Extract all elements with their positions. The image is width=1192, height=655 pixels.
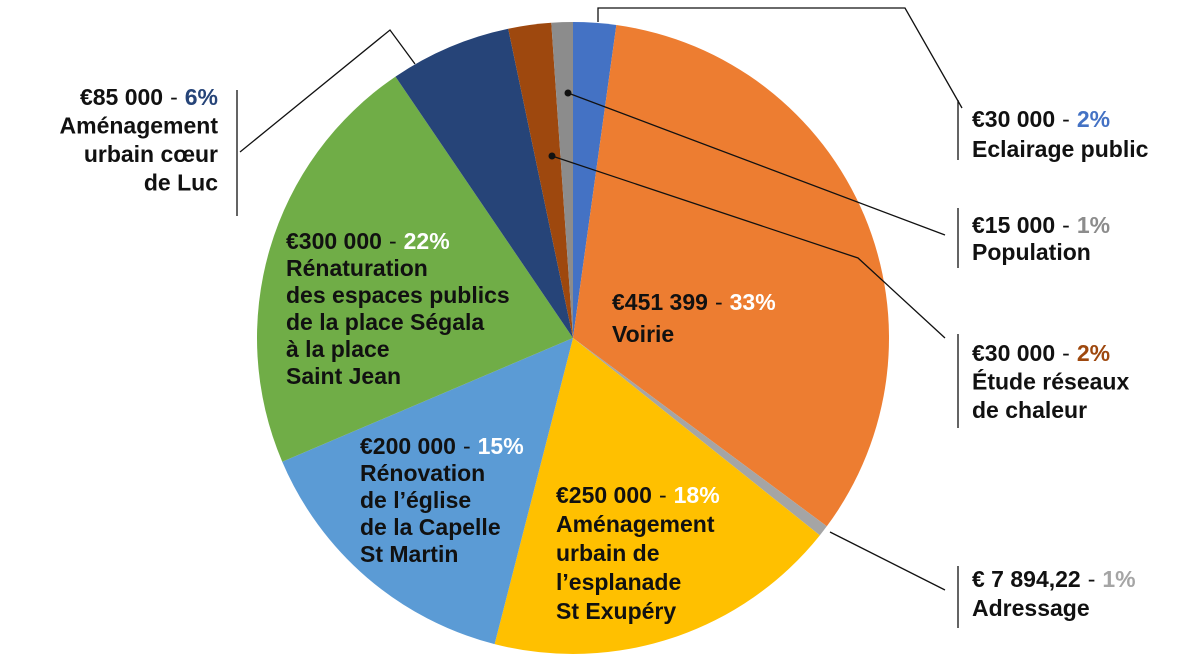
amount-label: €250 000 [556,482,652,508]
category-label: de la Capelle [360,514,501,540]
amount-label: €200 000 [360,433,456,459]
slice-label-header: €85 000-6% [80,84,218,110]
leader-line [239,29,416,153]
slice-label-header: €30 000-2% [972,340,1110,366]
leader-line [551,155,946,339]
category-label: Voirie [612,321,674,347]
pie-slice [494,338,820,655]
percent-label: 2% [1077,106,1110,132]
slice-label-header: €300 000-22% [286,228,450,254]
separator: - [463,433,471,459]
category-label: Rénaturation [286,255,428,281]
category-label: Étude réseaux [972,368,1129,395]
pie-slice [282,338,573,645]
separator: - [389,228,397,254]
slice-label-header: €200 000-15% [360,433,524,459]
slice-label-header: €250 000-18% [556,482,720,508]
pie-slice [508,22,573,338]
pie-slice [257,76,573,462]
slice-label-header: € 7 894,22-1% [972,566,1136,592]
pie-slice [573,338,827,536]
pie-slice [573,24,889,527]
category-label: Eclairage public [972,136,1149,162]
amount-label: €30 000 [972,340,1055,366]
percent-label: 22% [404,228,450,254]
category-label: de Luc [144,170,218,196]
category-label: urbain de [556,540,660,566]
separator: - [1062,212,1070,238]
percent-label: 15% [478,433,524,459]
category-label: urbain cœur [84,141,218,167]
amount-label: € 7 894,22 [972,566,1081,592]
amount-label: €300 000 [286,228,382,254]
category-label: Aménagement [60,113,219,139]
leader-line [597,7,963,109]
category-label: l’esplanade [556,569,681,595]
percent-label: 2% [1077,340,1110,366]
amount-label: €30 000 [972,106,1055,132]
percent-label: 18% [674,482,720,508]
category-label: de l’église [360,487,471,513]
category-label: de chaleur [972,397,1087,423]
percent-label: 1% [1077,212,1110,238]
category-label: Adressage [972,595,1090,621]
separator: - [715,289,723,315]
separator: - [659,482,667,508]
separator: - [170,84,178,110]
leader-line [567,92,946,236]
percent-label: 1% [1102,566,1135,592]
amount-label: €15 000 [972,212,1055,238]
amount-label: €85 000 [80,84,163,110]
separator: - [1062,106,1070,132]
category-label: Aménagement [556,511,715,537]
amount-label: €451 399 [612,289,708,315]
leader-dot [564,89,572,97]
pie-slice [573,22,617,338]
category-label: de la place Ségala [286,309,484,335]
slice-label-header: €451 399-33% [612,289,776,315]
pie-slice [551,22,573,338]
pie-slice [395,28,573,338]
category-label: à la place [286,336,390,362]
separator: - [1088,566,1096,592]
leader-line [829,531,946,591]
slice-label-header: €30 000-2% [972,106,1110,132]
percent-label: 6% [185,84,218,110]
percent-label: 33% [730,289,776,315]
category-label: Saint Jean [286,363,401,389]
category-label: des espaces publics [286,282,510,308]
category-label: St Exupéry [556,598,676,624]
category-label: Population [972,239,1091,265]
leader-dot [548,152,556,160]
slice-label-header: €15 000-1% [972,212,1110,238]
category-label: St Martin [360,541,458,567]
category-label: Rénovation [360,460,485,486]
separator: - [1062,340,1070,366]
